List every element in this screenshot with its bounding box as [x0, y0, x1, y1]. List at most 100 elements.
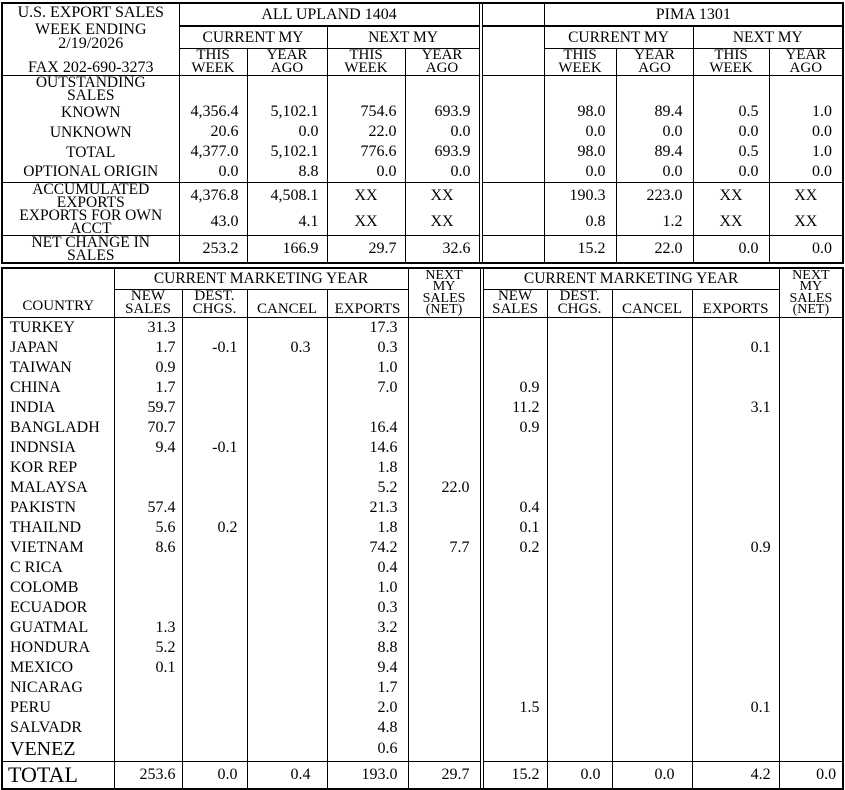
pima-next-value — [778, 717, 844, 738]
country-name: MALAYSA — [1, 477, 115, 498]
upland-new-value: 1.7 — [113, 377, 183, 398]
pima-exp-value — [691, 457, 780, 478]
header-line: THIS — [563, 48, 597, 63]
header-line: THIS — [196, 48, 230, 63]
country-name: INDNSIA — [1, 437, 115, 458]
upland-dest-value — [181, 717, 248, 738]
upland-dest-value — [181, 697, 248, 718]
upland-value: XX — [326, 208, 406, 235]
summary-row-total: TOTAL 4,377.0 5,102.1 776.6 693.9 98.0 89.4 0.5… — [1, 142, 844, 162]
row-label: ACCUMULATED EXPORTS — [1, 181, 180, 209]
upland-exp-value: 74.2 — [326, 537, 409, 558]
upland-next-value — [407, 597, 481, 618]
upland-total-value: 253.6 — [113, 760, 183, 789]
pima-cancel-value — [611, 437, 693, 458]
country-row-thailnd: THAILND 5.6 0.2 1.8 0.1 — [1, 517, 844, 538]
upland-value: 693.9 — [404, 102, 480, 122]
country-name: TURKEY — [1, 317, 115, 338]
spacer-cell — [481, 208, 545, 235]
pima-new-value — [482, 477, 548, 498]
pima-new-value — [482, 577, 548, 598]
row-label: UNKNOWN — [1, 122, 180, 142]
pima-exp-value — [691, 637, 780, 658]
country-row-malaysa: MALAYSA 5.2 22.0 — [1, 477, 844, 498]
upland-new-value: 1.3 — [113, 617, 183, 638]
upland-new-value — [113, 737, 183, 761]
pima-exp-value — [691, 377, 780, 398]
report-header-block: U.S. EXPORT SALES WEEK ENDING 2/19/2026 … — [1, 3, 180, 76]
summary-row-net-change-in-sales: NET CHANGE IN SALES 253.2 166.9 29.7 32.6 15.2… — [1, 234, 844, 263]
upland-exp-value: 16.4 — [326, 417, 409, 438]
pima-next-value — [778, 577, 844, 598]
pima-dest-value — [546, 517, 613, 538]
upland-value: 4.1 — [246, 208, 328, 235]
pima-exp-value: 3.1 — [691, 397, 780, 418]
row-label-line: EXPORTS FOR OWN — [19, 208, 163, 224]
upland-new-value: 31.3 — [113, 317, 183, 338]
upland-exp-value: 7.0 — [326, 377, 409, 398]
country-name: JAPAN — [1, 337, 115, 358]
upland-new-value: 9.4 — [113, 437, 183, 458]
upland-new-value — [113, 697, 183, 718]
pima-dest-value — [546, 697, 613, 718]
pima-value — [615, 75, 694, 102]
country-row-colomb: COLOMB 1.0 — [1, 577, 844, 598]
header-line: EXPORTS — [702, 301, 769, 317]
country-row-ecuador: ECUADOR 0.3 — [1, 597, 844, 618]
pima-dest-value — [546, 417, 613, 438]
row-label-line: SALES — [67, 87, 115, 102]
country-name: GUATMAL — [1, 617, 115, 638]
pima-dest-value — [546, 397, 613, 418]
upland-cancel-value — [246, 497, 328, 518]
header-line: AGO — [270, 60, 304, 76]
country-row-taiwan: TAIWAN 0.9 1.0 — [1, 357, 844, 378]
spacer-cell — [481, 102, 545, 122]
pima-value: 98.0 — [543, 142, 617, 162]
spacer-cell — [481, 162, 545, 182]
country-row-india: INDIA 59.7 11.2 3.1 — [1, 397, 844, 418]
upland-exp-value: 14.6 — [326, 437, 409, 458]
pima-next-value — [778, 477, 844, 498]
pima-cancel-value — [611, 737, 693, 761]
upland-value: 22.0 — [326, 122, 406, 142]
pima-new-value — [482, 437, 548, 458]
row-label-line: ACCUMULATED — [32, 182, 150, 198]
upland-dest-value — [181, 577, 248, 598]
pima-cancel-value — [611, 417, 693, 438]
upland-dest-value — [181, 317, 248, 338]
country-row-japan: JAPAN 1.7 -0.1 0.3 0.3 0.1 — [1, 337, 844, 358]
upland-cancel-value — [246, 377, 328, 398]
upland-dest-value — [181, 397, 248, 418]
header-line: YEAR — [266, 48, 308, 63]
pima-dest-value — [546, 537, 613, 558]
header-line: WEEK — [344, 60, 388, 76]
upland-value: 0.0 — [178, 162, 248, 182]
upland-dest-value — [181, 537, 248, 558]
week-ending-label: WEEK ENDING — [34, 21, 147, 38]
pima-next-value — [778, 597, 844, 618]
pima-exp-value — [691, 317, 780, 338]
pima-cancel-value — [611, 637, 693, 658]
pima-dest-value — [546, 597, 613, 618]
row-label: NET CHANGE IN SALES — [1, 234, 180, 263]
pima-value: 0.5 — [692, 102, 770, 122]
upland-next-value — [407, 677, 481, 698]
pima-new-value — [482, 657, 548, 678]
row-label: TOTAL — [1, 142, 180, 162]
upland-next-value — [407, 397, 481, 418]
pima-new-value: 0.9 — [482, 377, 548, 398]
upland-next-value: 7.7 — [407, 537, 481, 558]
spacer-cell — [481, 3, 545, 27]
row-label-line: TOTAL — [66, 143, 116, 161]
upland-exp-value: 4.8 — [326, 717, 409, 738]
pima-next-my-header: NEXT MY — [692, 26, 844, 49]
header-line: WEEK — [558, 60, 602, 76]
upland-cancel-value — [246, 477, 328, 498]
pima-next-value — [778, 697, 844, 718]
pima-next-value — [778, 637, 844, 658]
row-label: EXPORTS FOR OWN ACCT — [1, 208, 180, 235]
header-line: SALES — [492, 301, 538, 317]
pima-exp-value — [691, 417, 780, 438]
upland-value: 5,102.1 — [246, 102, 328, 122]
pima-exp-value — [691, 597, 780, 618]
